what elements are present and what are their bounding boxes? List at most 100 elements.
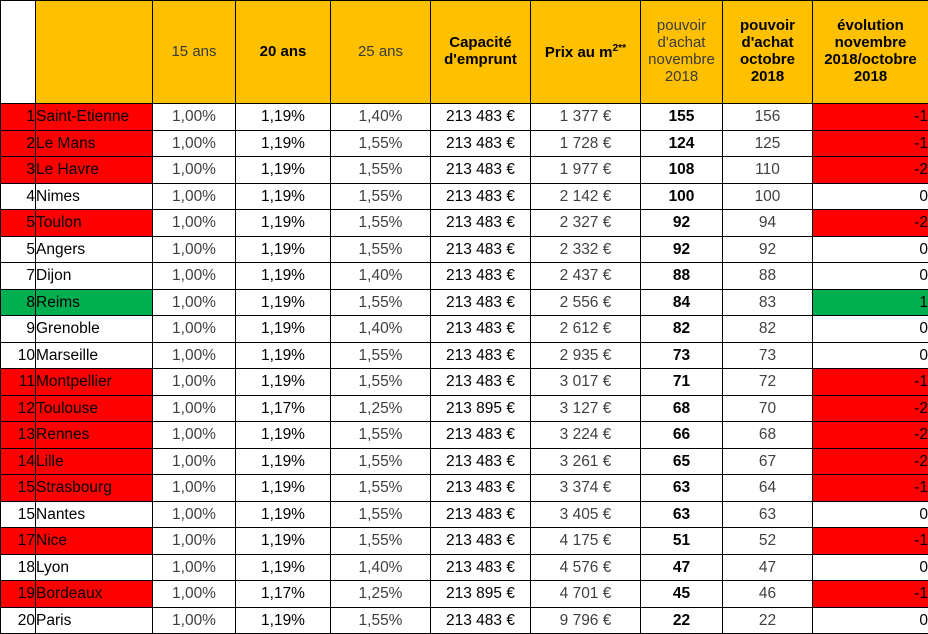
cell-capacite-emprunt: 213 483 € bbox=[431, 528, 531, 555]
cell-rate-15-ans: 1,00% bbox=[153, 528, 236, 555]
cell-capacite-emprunt: 213 483 € bbox=[431, 289, 531, 316]
cell-prix-m2: 2 142 € bbox=[531, 183, 641, 210]
cell-city: Marseille bbox=[36, 342, 153, 369]
pan-line-2: d'achat bbox=[658, 34, 706, 51]
cell-rate-20-ans: 1,19% bbox=[236, 554, 331, 581]
evo-line-2: novembre bbox=[835, 34, 907, 51]
cell-pouvoir-octobre: 68 bbox=[723, 422, 813, 449]
cell-pouvoir-octobre: 22 bbox=[723, 607, 813, 634]
cell-city: Bordeaux bbox=[36, 581, 153, 608]
cell-rate-25-ans: 1,40% bbox=[331, 554, 431, 581]
cell-pouvoir-novembre: 108 bbox=[641, 157, 723, 184]
cell-capacite-emprunt: 213 483 € bbox=[431, 607, 531, 634]
cell-city: Rennes bbox=[36, 422, 153, 449]
header-row: 15 ans 20 ans 25 ans Capacité d'emprunt … bbox=[1, 1, 928, 104]
cell-evolution: -2 bbox=[813, 157, 928, 184]
cell-capacite-emprunt: 213 483 € bbox=[431, 475, 531, 502]
cell-prix-m2: 2 935 € bbox=[531, 342, 641, 369]
cell-city: Angers bbox=[36, 236, 153, 263]
cell-evolution: 0 bbox=[813, 607, 928, 634]
cell-pouvoir-novembre: 88 bbox=[641, 263, 723, 290]
cell-rate-25-ans: 1,55% bbox=[331, 210, 431, 237]
column-header-rank bbox=[1, 1, 36, 104]
cell-city: Dijon bbox=[36, 263, 153, 290]
cell-pouvoir-octobre: 156 bbox=[723, 104, 813, 131]
cell-rank: 4 bbox=[1, 183, 36, 210]
cell-rate-15-ans: 1,00% bbox=[153, 183, 236, 210]
cell-rate-20-ans: 1,19% bbox=[236, 289, 331, 316]
cell-city: Toulon bbox=[36, 210, 153, 237]
cell-pouvoir-novembre: 100 bbox=[641, 183, 723, 210]
column-header-city bbox=[36, 1, 153, 104]
cell-evolution: -1 bbox=[813, 581, 928, 608]
cell-rank: 17 bbox=[1, 528, 36, 555]
cell-capacite-emprunt: 213 483 € bbox=[431, 316, 531, 343]
pao-line-2: d'achat bbox=[742, 34, 794, 51]
cell-city: Reims bbox=[36, 289, 153, 316]
cell-evolution: -1 bbox=[813, 528, 928, 555]
cell-evolution: 0 bbox=[813, 316, 928, 343]
cell-capacite-emprunt: 213 483 € bbox=[431, 210, 531, 237]
cell-capacite-emprunt: 213 483 € bbox=[431, 369, 531, 396]
cell-capacite-emprunt: 213 483 € bbox=[431, 236, 531, 263]
cell-rate-15-ans: 1,00% bbox=[153, 422, 236, 449]
cell-capacite-emprunt: 213 483 € bbox=[431, 183, 531, 210]
cell-pouvoir-novembre: 68 bbox=[641, 395, 723, 422]
cell-pouvoir-novembre: 92 bbox=[641, 210, 723, 237]
cell-pouvoir-octobre: 64 bbox=[723, 475, 813, 502]
cell-pouvoir-octobre: 82 bbox=[723, 316, 813, 343]
cell-rank: 13 bbox=[1, 422, 36, 449]
cell-prix-m2: 1 977 € bbox=[531, 157, 641, 184]
cell-prix-m2: 2 437 € bbox=[531, 263, 641, 290]
column-header-20-ans: 20 ans bbox=[236, 1, 331, 104]
cell-capacite-emprunt: 213 483 € bbox=[431, 157, 531, 184]
column-header-evolution: évolution novembre 2018/octobre 2018 bbox=[813, 1, 928, 104]
capacite-line-2: d'emprunt bbox=[444, 51, 517, 68]
cell-capacite-emprunt: 213 483 € bbox=[431, 448, 531, 475]
cell-rate-20-ans: 1,19% bbox=[236, 104, 331, 131]
cell-rate-20-ans: 1,19% bbox=[236, 528, 331, 555]
cell-rate-15-ans: 1,00% bbox=[153, 157, 236, 184]
cell-prix-m2: 1 377 € bbox=[531, 104, 641, 131]
pao-line-1: pouvoir bbox=[740, 17, 795, 34]
cell-prix-m2: 4 175 € bbox=[531, 528, 641, 555]
pan-line-3: novembre bbox=[648, 51, 715, 68]
cell-city: Le Havre bbox=[36, 157, 153, 184]
cell-city: Le Mans bbox=[36, 130, 153, 157]
column-header-25-ans: 25 ans bbox=[331, 1, 431, 104]
cell-evolution: -2 bbox=[813, 422, 928, 449]
cell-city: Saint-Etienne bbox=[36, 104, 153, 131]
cell-evolution: -1 bbox=[813, 130, 928, 157]
cell-rate-25-ans: 1,55% bbox=[331, 448, 431, 475]
cell-pouvoir-novembre: 124 bbox=[641, 130, 723, 157]
cell-pouvoir-octobre: 94 bbox=[723, 210, 813, 237]
cell-rank: 3 bbox=[1, 157, 36, 184]
column-header-prix-m2: Prix au m2** bbox=[531, 1, 641, 104]
cell-capacite-emprunt: 213 483 € bbox=[431, 104, 531, 131]
cell-pouvoir-novembre: 63 bbox=[641, 475, 723, 502]
cell-prix-m2: 4 701 € bbox=[531, 581, 641, 608]
cell-evolution: -2 bbox=[813, 210, 928, 237]
cell-rate-20-ans: 1,19% bbox=[236, 475, 331, 502]
